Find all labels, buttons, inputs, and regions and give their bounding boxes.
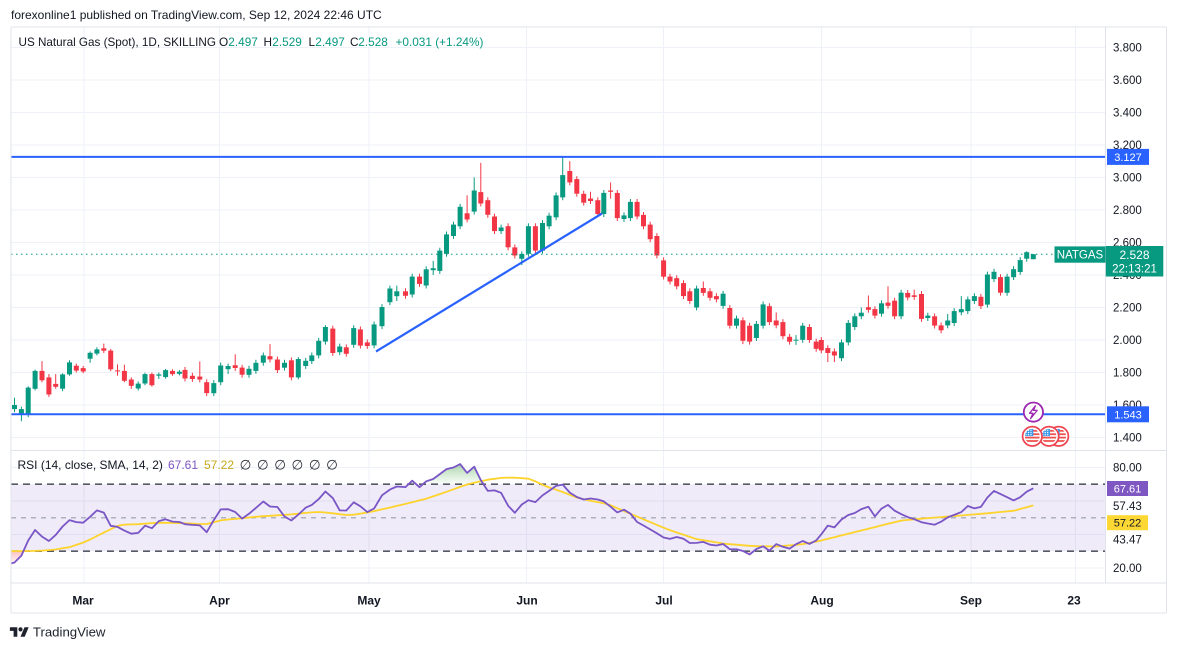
svg-text:+0.031 (+1.24%): +0.031 (+1.24%) bbox=[396, 35, 484, 49]
svg-text:∅: ∅ bbox=[274, 458, 286, 473]
svg-text:3.400: 3.400 bbox=[1113, 108, 1142, 120]
svg-text:∅: ∅ bbox=[257, 458, 269, 473]
svg-text:2.528: 2.528 bbox=[1119, 248, 1149, 262]
svg-text:3.800: 3.800 bbox=[1113, 43, 1142, 55]
svg-text:May: May bbox=[357, 594, 381, 608]
svg-text:2.800: 2.800 bbox=[1113, 205, 1142, 217]
svg-text:L: L bbox=[309, 35, 316, 49]
svg-text:20.00: 20.00 bbox=[1113, 563, 1142, 575]
svg-text:23: 23 bbox=[1067, 594, 1081, 608]
svg-text:US Natural Gas (Spot), 1D, SKI: US Natural Gas (Spot), 1D, SKILLING bbox=[19, 36, 216, 49]
svg-text:1.543: 1.543 bbox=[1114, 409, 1142, 421]
svg-text:57.22: 57.22 bbox=[204, 458, 234, 472]
svg-text:∅: ∅ bbox=[240, 458, 252, 473]
svg-text:TradingView: TradingView bbox=[33, 625, 106, 640]
svg-text:43.47: 43.47 bbox=[1113, 535, 1142, 547]
svg-text:NATGAS: NATGAS bbox=[1057, 250, 1104, 262]
svg-text:2.000: 2.000 bbox=[1113, 335, 1142, 347]
svg-text:O: O bbox=[219, 35, 228, 49]
svg-text:67.61: 67.61 bbox=[1114, 484, 1142, 496]
svg-text:2.497: 2.497 bbox=[315, 35, 345, 49]
svg-text:H: H bbox=[264, 35, 273, 49]
svg-text:Aug: Aug bbox=[810, 594, 833, 608]
svg-text:2.529: 2.529 bbox=[272, 35, 302, 49]
svg-text:∅: ∅ bbox=[309, 458, 321, 473]
svg-text:Jul: Jul bbox=[655, 594, 672, 608]
svg-text:3.127: 3.127 bbox=[1114, 152, 1142, 164]
svg-text:3.000: 3.000 bbox=[1113, 173, 1142, 185]
svg-text:RSI (14, close, SMA, 14, 2): RSI (14, close, SMA, 14, 2) bbox=[18, 458, 163, 472]
svg-text:2.528: 2.528 bbox=[358, 35, 388, 49]
svg-text:1.400: 1.400 bbox=[1113, 433, 1142, 445]
svg-text:3.600: 3.600 bbox=[1113, 75, 1142, 87]
svg-text:57.22: 57.22 bbox=[1114, 518, 1142, 530]
svg-text:1.800: 1.800 bbox=[1113, 368, 1142, 380]
svg-text:2.200: 2.200 bbox=[1113, 303, 1142, 315]
svg-text:2.497: 2.497 bbox=[228, 35, 258, 49]
svg-text:∅: ∅ bbox=[326, 458, 338, 473]
svg-text:Jun: Jun bbox=[516, 594, 537, 608]
svg-text:67.61: 67.61 bbox=[168, 458, 198, 472]
svg-text:80.00: 80.00 bbox=[1113, 463, 1142, 475]
svg-text:57.43: 57.43 bbox=[1113, 501, 1142, 513]
svg-text:Mar: Mar bbox=[72, 594, 94, 608]
svg-text:Apr: Apr bbox=[209, 594, 230, 608]
svg-text:22:13:21: 22:13:21 bbox=[1112, 264, 1157, 276]
svg-text:C: C bbox=[350, 35, 359, 49]
svg-text:∅: ∅ bbox=[292, 458, 304, 473]
svg-text:forexonline1 published on Trad: forexonline1 published on TradingView.co… bbox=[11, 8, 382, 22]
svg-text:Sep: Sep bbox=[960, 594, 982, 608]
